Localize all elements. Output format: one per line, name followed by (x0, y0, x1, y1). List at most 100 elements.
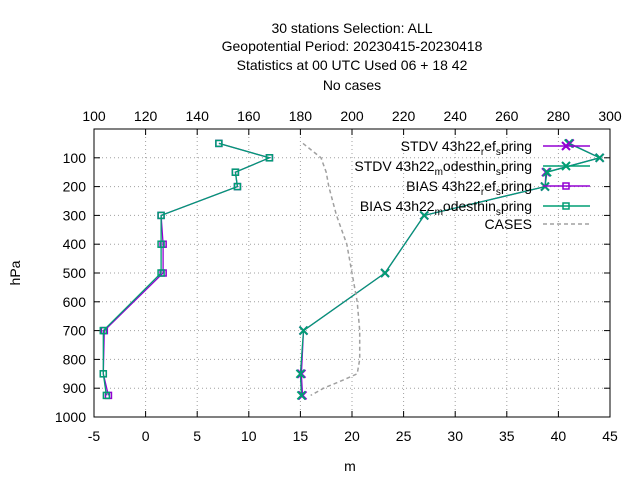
legend-label-part: pring (501, 178, 532, 194)
x-top-tick-label: 100 (82, 108, 106, 124)
legend-label-part: m (435, 207, 443, 218)
title-line-4: No cases (323, 77, 381, 93)
legend-label-part: m (435, 167, 443, 178)
legend-entry: STDV 43h22modesthinspring (354, 158, 590, 178)
legend-label-part: s (496, 187, 501, 198)
y-tick-label: 600 (63, 294, 87, 310)
y-tick-label: 200 (63, 179, 87, 195)
x-top-tick-label: 280 (547, 108, 571, 124)
legend-label: BIAS 43h22modesthinspring (360, 198, 532, 218)
series-3 (99, 139, 274, 400)
x-bottom-tick-label: 0 (142, 428, 150, 444)
data-point-square (157, 269, 165, 277)
legend-entry: BIAS 43h22refspring (406, 178, 590, 198)
x-bottom-tick-label: 30 (447, 428, 463, 444)
legend-label-part: odesthin (443, 158, 496, 174)
x-bottom-tick-label: -5 (88, 428, 101, 444)
data-point-cross (542, 167, 552, 177)
x-top-tick-label: 160 (237, 108, 261, 124)
x-top-tick-label: 260 (495, 108, 519, 124)
y-tick-label: 100 (63, 150, 87, 166)
series-line (102, 142, 272, 396)
data-point-cross (296, 390, 307, 401)
data-point-square (99, 370, 108, 378)
x-top-tick-label: 240 (444, 108, 468, 124)
legend-label-part: pring (501, 138, 532, 154)
legend-label: STDV 43h22refspring (401, 138, 532, 158)
legend-label-part: ef (484, 138, 496, 154)
legend-label: STDV 43h22modesthinspring (354, 158, 532, 178)
legend-entry: STDV 43h22refspring (401, 138, 590, 158)
series-line (302, 142, 361, 397)
x-top-tick-label: 200 (340, 108, 364, 124)
legend-label-part: pring (501, 158, 532, 174)
data-point-square (157, 211, 165, 220)
data-point-square (99, 326, 108, 335)
legend-label-part: s (496, 147, 501, 158)
legend-label-part: r (481, 147, 485, 158)
x-top-tick-label: 220 (392, 108, 416, 124)
data-point-square (562, 182, 570, 190)
data-point-cross (295, 369, 306, 379)
data-point-square (102, 391, 111, 400)
x-bottom-tick-label: 25 (396, 428, 412, 444)
legend-label-part: s (496, 207, 501, 218)
legend-label-part: CASES (485, 216, 532, 232)
data-point-cross (561, 161, 571, 171)
legend-label-part: s (496, 167, 501, 178)
data-point-cross (380, 268, 390, 278)
x-bottom-tick-label: 5 (193, 428, 201, 444)
legend-label-part: ef (484, 178, 496, 194)
axis-ticks: -5 0 5 10 15 20 25 30 35 40 45 100 120 140 160 180 200 22… (55, 108, 622, 444)
y-tick-label: 1000 (55, 409, 86, 425)
x-bottom-tick-label: 45 (602, 428, 618, 444)
series-group (99, 138, 605, 401)
data-point-square (231, 168, 240, 176)
title-line-1: 30 stations Selection: ALL (271, 20, 432, 36)
y-tick-label: 900 (63, 380, 87, 396)
y-tick-label: 300 (63, 207, 87, 223)
series-4 (302, 142, 361, 397)
y-tick-label: 700 (63, 323, 87, 339)
legend-label-part: BIAS 43h22 (406, 178, 481, 194)
legend-label-part: r (481, 187, 485, 198)
data-point-square (157, 240, 165, 248)
legend-entry: BIAS 43h22modesthinspring (360, 198, 590, 218)
x-bottom-tick-label: 15 (293, 428, 309, 444)
legend-label-part: STDV 43h22 (354, 158, 434, 174)
legend-label-part: STDV 43h22 (401, 138, 481, 154)
data-point-square (215, 139, 223, 148)
legend-label: BIAS 43h22refspring (406, 178, 532, 198)
data-point-cross (419, 210, 429, 221)
legend-entry: CASES (485, 216, 590, 232)
y-tick-label: 800 (63, 351, 87, 367)
title-line-2: Geopotential Period: 20230415-20230418 (222, 38, 483, 54)
y-tick-label: 400 (63, 236, 87, 252)
x-top-tick-label: 140 (186, 108, 210, 124)
y-axis-label: hPa (7, 260, 23, 285)
x-top-tick-label: 120 (134, 108, 158, 124)
x-bottom-tick-label: 40 (551, 428, 567, 444)
data-point-square (233, 182, 242, 191)
y-tick-label: 500 (63, 265, 87, 281)
title-line-3: Statistics at 00 UTC Used 06 + 18 42 (237, 57, 468, 73)
data-point-cross (561, 141, 571, 151)
data-point-square (265, 154, 274, 162)
legend-label: CASES (485, 216, 532, 232)
data-point-cross (298, 325, 309, 336)
x-bottom-tick-label: 10 (241, 428, 257, 444)
x-axis-label: m (344, 458, 356, 474)
x-top-tick-label: 300 (598, 108, 622, 124)
x-top-tick-label: 180 (289, 108, 313, 124)
data-point-cross (594, 153, 605, 163)
x-bottom-tick-label: 35 (499, 428, 515, 444)
x-bottom-tick-label: 20 (344, 428, 360, 444)
series-line (102, 142, 272, 396)
legend-label-part: pring (501, 198, 532, 214)
legend-label-part: BIAS 43h22 (360, 198, 435, 214)
legend-label-part: odesthin (443, 198, 496, 214)
series-1 (295, 138, 605, 401)
data-point-square (562, 202, 570, 210)
